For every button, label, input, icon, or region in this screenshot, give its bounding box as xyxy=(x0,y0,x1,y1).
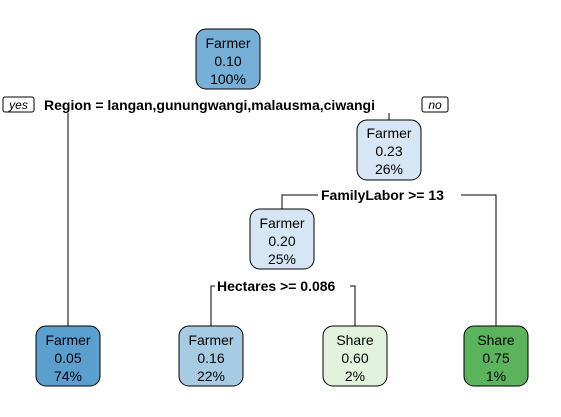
leaf-4: Share 0.75 1% xyxy=(463,325,529,387)
leaf-3-percent: 2% xyxy=(345,368,365,384)
node-root-percent: 100% xyxy=(210,71,246,87)
node-right-class: Farmer xyxy=(366,125,411,141)
leaf-2-box xyxy=(178,325,244,387)
split-hectares-label: Hectares >= 0.086 xyxy=(217,278,336,294)
node-family-value: 0.20 xyxy=(268,233,295,249)
leaf-1-box xyxy=(35,325,101,387)
leaf-1-class: Farmer xyxy=(45,332,90,348)
leaf-3: Share 0.60 2% xyxy=(322,325,388,387)
node-right-box xyxy=(356,119,422,181)
leaf-2: Farmer 0.16 22% xyxy=(178,325,244,387)
yes-tag-box xyxy=(2,96,35,113)
node-right-value: 0.23 xyxy=(375,143,402,159)
leaf-1-value: 0.05 xyxy=(54,350,81,366)
leaf-3-value: 0.60 xyxy=(341,350,368,366)
node-family-box xyxy=(249,208,315,270)
leaf-2-value: 0.16 xyxy=(197,350,224,366)
node-root-box xyxy=(195,28,261,90)
node-family-class: Farmer xyxy=(259,215,304,231)
node-right-percent: 26% xyxy=(375,161,403,177)
leaf-4-box xyxy=(463,325,529,387)
yes-tag: yes xyxy=(8,98,28,112)
node-family: Farmer 0.20 25% xyxy=(249,208,315,270)
edge-family-to-leaf2 xyxy=(210,285,215,326)
leaf-4-class: Share xyxy=(477,332,515,348)
node-root-class: Farmer xyxy=(205,35,250,51)
edge-right-to-leaf4 xyxy=(461,194,497,326)
leaf-2-percent: 22% xyxy=(197,368,225,384)
node-root-value: 0.10 xyxy=(214,53,241,69)
split-region: yes Region = langan,gunungwangi,malausma… xyxy=(2,96,449,113)
node-right: Farmer 0.23 26% xyxy=(356,119,422,181)
no-tag-box xyxy=(421,96,449,113)
leaf-3-class: Share xyxy=(336,332,374,348)
node-family-percent: 25% xyxy=(268,251,296,267)
split-region-label: Region = langan,gunungwangi,malausma,ciw… xyxy=(44,97,375,113)
split-family-label: FamilyLabor >= 13 xyxy=(321,187,444,203)
leaf-4-percent: 1% xyxy=(486,368,506,384)
no-tag: no xyxy=(428,98,442,112)
leaf-1-percent: 74% xyxy=(54,368,82,384)
leaf-1: Farmer 0.05 74% xyxy=(35,325,101,387)
edge-family-to-leaf3 xyxy=(350,285,356,326)
node-root: Farmer 0.10 100% xyxy=(195,28,261,90)
leaf-3-box xyxy=(322,325,388,387)
leaf-4-value: 0.75 xyxy=(482,350,509,366)
leaf-2-class: Farmer xyxy=(188,332,233,348)
